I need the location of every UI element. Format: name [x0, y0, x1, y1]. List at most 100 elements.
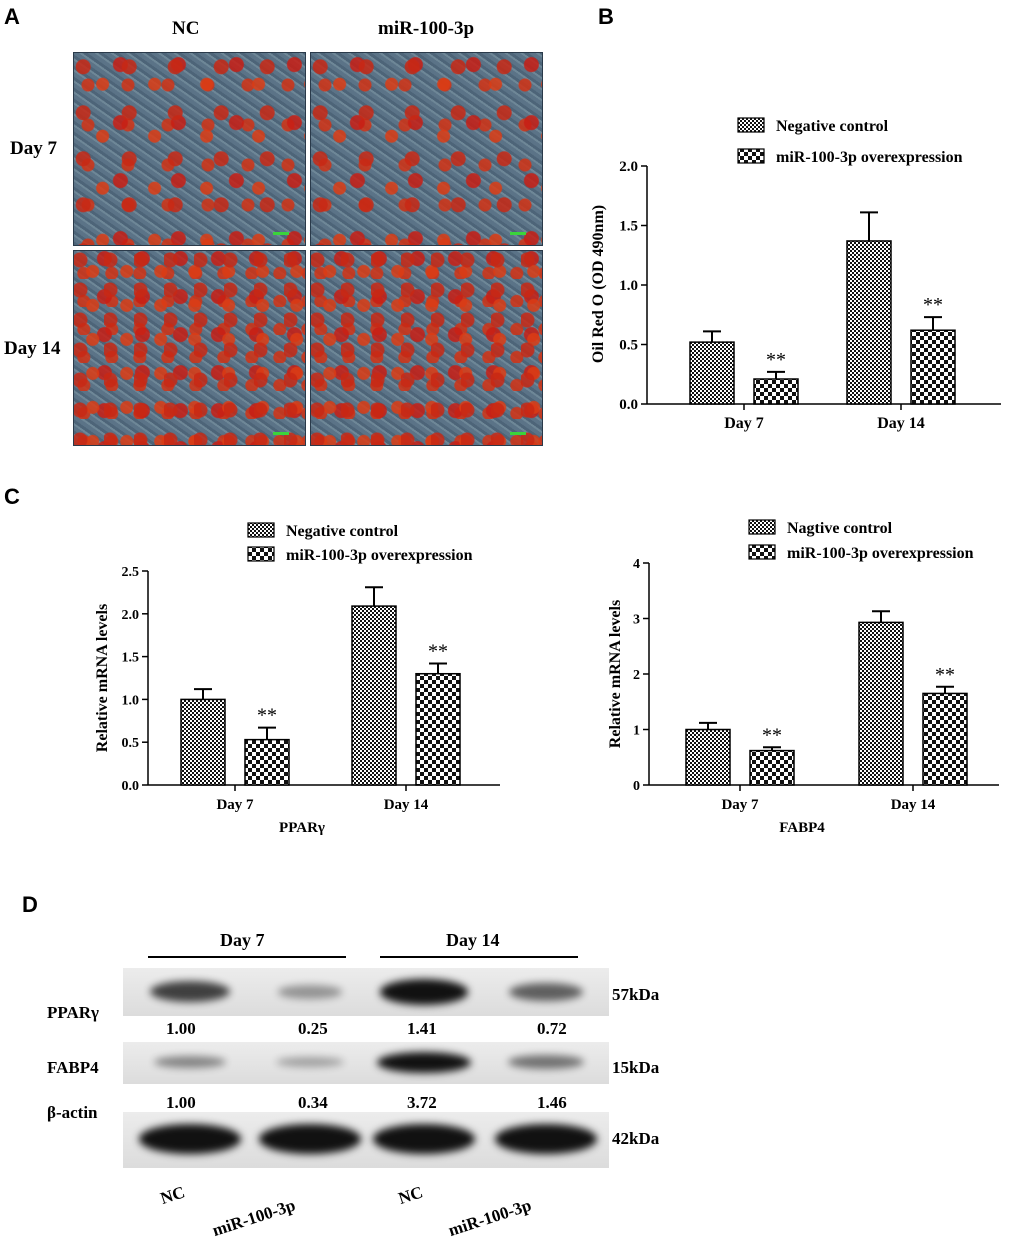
bar	[910, 329, 956, 405]
legend-label: miR-100-3p overexpression	[776, 149, 963, 166]
micrograph-nc-day14	[73, 250, 306, 446]
significance-label: **	[766, 349, 786, 371]
chart-b: 0.0 0.5 1.0 1.5 2.0 Oil Red O (OD 490nm) Day 7…	[590, 117, 1001, 432]
band-ppar	[150, 981, 230, 1003]
significance-label: **	[935, 664, 955, 686]
band-fabp4	[507, 1055, 585, 1069]
legend-label: Nagtive control	[787, 520, 893, 537]
lane-label-2: miR-100-3p	[210, 1195, 298, 1241]
x-tick-label: Day 7	[216, 797, 254, 813]
y-tick-label: 4	[633, 557, 640, 572]
quant-fabp4-1: 1.00	[166, 1093, 196, 1112]
y-axis-label: Relative mRNA levels	[94, 604, 111, 752]
band-ppar	[508, 982, 584, 1002]
legend-label: Negative control	[776, 118, 889, 135]
band-fabp4	[153, 1055, 227, 1069]
significance-label: **	[428, 640, 448, 662]
band-fabp4	[276, 1056, 344, 1068]
size-ppar: 57kDa	[612, 985, 660, 1004]
scale-bar	[273, 232, 289, 235]
blot-row-fabp4: FABP4	[47, 1058, 99, 1077]
bar-charts: 0.0 0.5 1.0 1.5 2.0 Oil Red O (OD 490nm) Day 7…	[94, 117, 1001, 836]
chart-c2: 0 1 2 3 4 Relative mRNA levels Day 7 ** Day 14 **…	[607, 519, 999, 836]
row-label-day7: Day 7	[10, 138, 57, 159]
quant-ppar-3: 1.41	[407, 1019, 437, 1038]
band-actin	[495, 1124, 597, 1154]
y-tick-label: 0.0	[619, 397, 638, 413]
x-axis-label: FABP4	[779, 820, 825, 836]
bar	[415, 672, 461, 786]
bar	[922, 692, 968, 786]
scale-bar	[510, 232, 526, 235]
legend-swatch	[748, 544, 776, 560]
band-ppar	[380, 979, 468, 1005]
scale-bar	[510, 432, 526, 435]
legend-swatch	[737, 117, 765, 133]
blot-row-actin: β-actin	[47, 1103, 98, 1122]
y-tick-label: 0	[633, 779, 640, 794]
lane-label-3: NC	[396, 1182, 426, 1209]
y-axis-label: Oil Red O (OD 490nm)	[590, 205, 607, 363]
group-line-day14	[380, 956, 578, 958]
panel-letter-c: C	[4, 484, 20, 509]
panel-letter-b: B	[598, 4, 614, 29]
y-tick-label: 1.5	[122, 651, 140, 666]
legend-label: miR-100-3p overexpression	[286, 547, 473, 564]
bar	[858, 621, 904, 786]
x-tick-label: Day 14	[891, 797, 936, 813]
band-ppar	[277, 985, 343, 999]
y-axis-label: Relative mRNA levels	[607, 600, 624, 748]
significance-label: **	[923, 294, 943, 316]
y-tick-label: 0.5	[619, 338, 638, 354]
y-tick-label: 0.0	[122, 779, 140, 794]
bar	[685, 728, 731, 786]
bar	[351, 605, 397, 786]
bar	[180, 698, 226, 786]
chart-c1: 0.0 0.5 1.0 1.5 2.0 2.5 Relative mRNA levels Da…	[94, 522, 500, 836]
legend-swatch	[247, 546, 275, 562]
scale-bar	[273, 432, 289, 435]
legend-swatch	[737, 148, 765, 164]
bar	[244, 738, 290, 786]
y-tick-label: 2	[633, 668, 640, 683]
bar	[846, 240, 892, 405]
size-fabp4: 15kDa	[612, 1058, 660, 1077]
panel-letter-a: A	[4, 4, 20, 29]
blot-group-day7: Day 7	[220, 930, 265, 950]
y-tick-label: 3	[633, 613, 640, 628]
micrograph-mir-day7	[310, 52, 543, 246]
y-tick-label: 1	[633, 724, 640, 739]
quant-fabp4-2: 0.34	[298, 1093, 328, 1112]
col-label-nc: NC	[172, 18, 200, 39]
quant-ppar-2: 0.25	[298, 1019, 328, 1038]
group-line-day7	[148, 956, 346, 958]
panel-letter-d: D	[22, 892, 38, 917]
significance-label: **	[257, 705, 277, 727]
band-actin	[259, 1124, 361, 1154]
bar	[753, 378, 799, 405]
quant-ppar-1: 1.00	[166, 1019, 196, 1038]
bar	[689, 341, 735, 405]
blot-row-ppar: PPARγ	[47, 1003, 100, 1022]
col-label-mir: miR-100-3p	[378, 18, 475, 39]
legend-swatch	[247, 522, 275, 538]
x-tick-label: Day 14	[384, 797, 429, 813]
y-tick-label: 0.5	[122, 736, 140, 751]
y-tick-label: 1.0	[122, 693, 140, 708]
x-tick-label: Day 14	[877, 415, 925, 432]
x-tick-label: Day 7	[721, 797, 759, 813]
legend-label: miR-100-3p overexpression	[787, 545, 974, 562]
x-axis-label: PPARγ	[279, 820, 325, 836]
blot-group-day14: Day 14	[446, 930, 500, 950]
x-tick-label: Day 7	[724, 415, 764, 432]
legend-label: Negative control	[286, 523, 399, 540]
y-tick-label: 1.5	[619, 219, 638, 235]
band-actin	[139, 1124, 241, 1154]
y-tick-label: 2.0	[619, 159, 638, 175]
y-tick-label: 2.5	[122, 565, 140, 580]
band-fabp4	[376, 1051, 472, 1073]
quant-ppar-4: 0.72	[537, 1019, 567, 1038]
lane-label-1: NC	[158, 1182, 188, 1209]
significance-label: **	[762, 724, 782, 746]
bar	[749, 749, 795, 786]
